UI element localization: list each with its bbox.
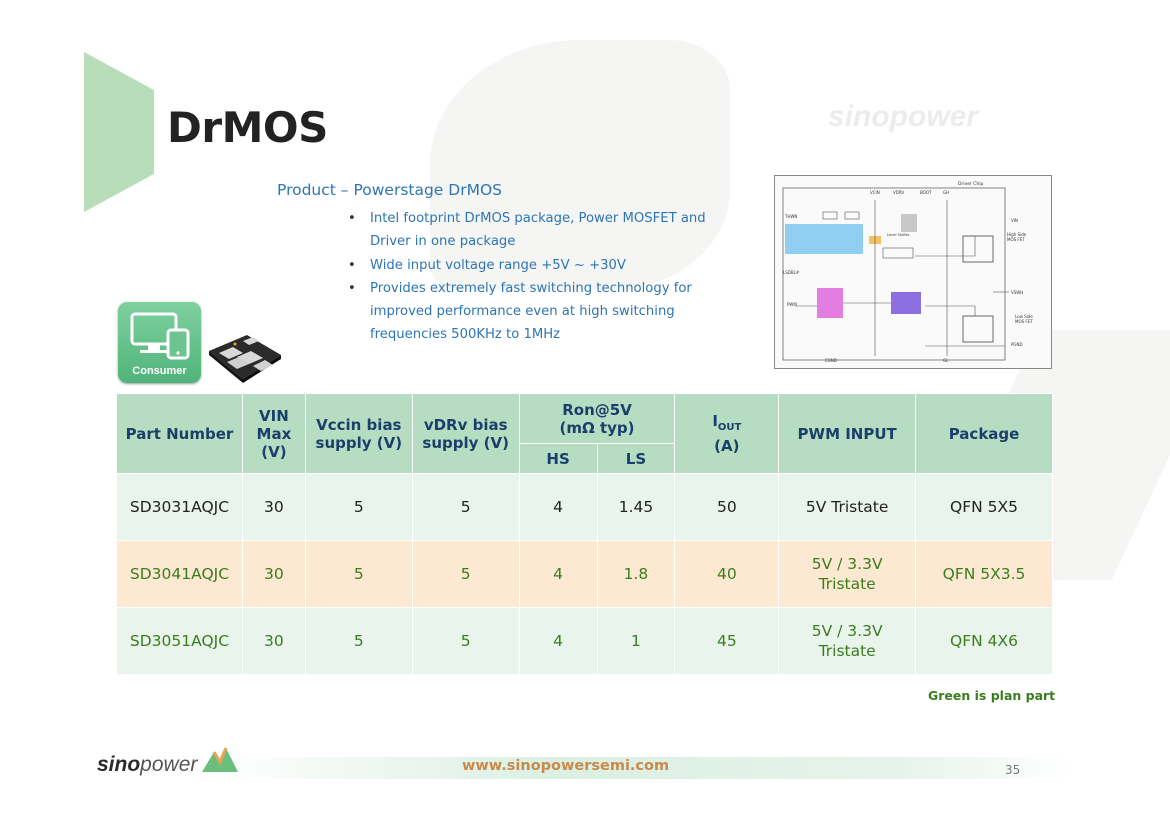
label-vin: VIN xyxy=(1011,218,1018,223)
cell-vccin: 5 xyxy=(304,473,413,541)
sinopower-logo-icon xyxy=(202,747,238,772)
cell-iout: 50 xyxy=(674,473,780,541)
cell-hs: 4 xyxy=(518,473,598,541)
cell-vin: 30 xyxy=(241,607,306,675)
cell-part: SD3051AQJC xyxy=(116,607,243,675)
cell-hs: 4 xyxy=(518,540,598,608)
cell-vdrv: 5 xyxy=(411,473,520,541)
cell-package: QFN 5X3.5 xyxy=(915,540,1053,608)
table-row: SD3041AQJC 30 5 5 4 1.8 40 5V / 3.3V Tris… xyxy=(116,540,1053,608)
label-pwm: PWM xyxy=(787,302,797,307)
label-thwn: THWN xyxy=(784,214,797,219)
label-gh: GH xyxy=(943,190,949,195)
header-hs: HS xyxy=(518,443,598,474)
product-title: Product – Powerstage DrMOS xyxy=(277,181,502,199)
cell-vin: 30 xyxy=(241,540,306,608)
label-low-side: Low Side xyxy=(1015,314,1033,319)
label-lsdbl: LSDBL# xyxy=(783,270,800,275)
label-cgnd: CGND xyxy=(825,358,837,363)
header-part-number: Part Number xyxy=(116,393,243,474)
feature-list: Intel footprint DrMOS package, Power MOS… xyxy=(346,207,746,347)
header-ls: LS xyxy=(596,443,676,474)
block-diagram: Driver Chip VCIN VDRV BOOT GH THWN VIN H… xyxy=(774,175,1052,369)
header-package: Package xyxy=(915,393,1053,474)
label-vdrv: VDRV xyxy=(893,190,904,195)
cell-ls: 1.45 xyxy=(596,473,676,541)
cell-vdrv: 5 xyxy=(411,607,520,675)
header-vdrv: vDRv bias supply (V) xyxy=(411,393,520,474)
slide-title: DrMOS xyxy=(167,103,328,152)
feature-item: Wide input voltage range +5V ~ +30V xyxy=(346,254,746,278)
table-row: SD3031AQJC 30 5 5 4 1.45 50 5V Tristate … xyxy=(116,473,1053,541)
label-vcin: VCIN xyxy=(870,190,880,195)
label-pgnd: PGND xyxy=(1011,342,1023,347)
cell-pwm: 5V / 3.3V Tristate xyxy=(778,607,917,675)
footer-url[interactable]: www.sinopowersemi.com xyxy=(462,758,670,774)
cell-pwm: 5V / 3.3V Tristate xyxy=(778,540,917,608)
cell-vccin: 5 xyxy=(304,607,413,675)
cell-ls: 1 xyxy=(596,607,676,675)
cell-hs: 4 xyxy=(518,607,598,675)
header-vccin: Vccin bias supply (V) xyxy=(304,393,413,474)
watermark-logo: sinopower xyxy=(828,100,979,133)
label-vswh: VSWH xyxy=(1011,290,1023,295)
cell-package: QFN 5X5 xyxy=(915,473,1053,541)
cell-package: QFN 4X6 xyxy=(915,607,1053,675)
label-boot: BOOT xyxy=(920,190,932,195)
page-number: 35 xyxy=(1005,763,1021,777)
table-row: SD3051AQJC 30 5 5 4 1 45 5V / 3.3V Trista… xyxy=(116,607,1053,675)
devices-icon xyxy=(130,312,190,360)
label-low-mosfet: MOS FET xyxy=(1015,319,1033,324)
spec-table: Part Number VIN Max (V) Vccin bias supply (… xyxy=(116,393,1053,675)
label-driver-chip: Driver Chip xyxy=(958,181,984,187)
footer-bar xyxy=(206,757,1072,779)
cell-vccin: 5 xyxy=(304,540,413,608)
plan-part-note: Green is plan part xyxy=(928,688,1056,703)
cell-vin: 30 xyxy=(241,473,306,541)
cell-part: SD3031AQJC xyxy=(116,473,243,541)
cell-part: SD3041AQJC xyxy=(116,540,243,608)
cell-iout: 45 xyxy=(674,607,780,675)
feature-item: Provides extremely fast switching techno… xyxy=(346,277,746,347)
consumer-badge: Consumer xyxy=(118,302,201,383)
header-pwm-input: PWM INPUT xyxy=(778,393,917,474)
label-high-mosfet: MOS FET xyxy=(1007,237,1025,242)
header-iout: IOUT (A) xyxy=(674,393,780,474)
label-gl: GL xyxy=(943,358,949,363)
title-accent-shape xyxy=(84,52,154,212)
cell-iout: 40 xyxy=(674,540,780,608)
cell-pwm: 5V Tristate xyxy=(778,473,917,541)
consumer-label: Consumer xyxy=(132,365,187,377)
header-ron: Ron@5V (mΩ typ) xyxy=(518,393,676,444)
chip-package-icon xyxy=(209,335,281,383)
cell-ls: 1.8 xyxy=(596,540,676,608)
feature-item: Intel footprint DrMOS package, Power MOS… xyxy=(346,207,746,254)
label-high-side: High Side xyxy=(1007,232,1027,237)
label-level-shifter: Level Shifter xyxy=(887,233,910,237)
cell-vdrv: 5 xyxy=(411,540,520,608)
header-vin-max: VIN Max (V) xyxy=(241,393,306,474)
footer-logo: sinopower xyxy=(97,753,198,776)
